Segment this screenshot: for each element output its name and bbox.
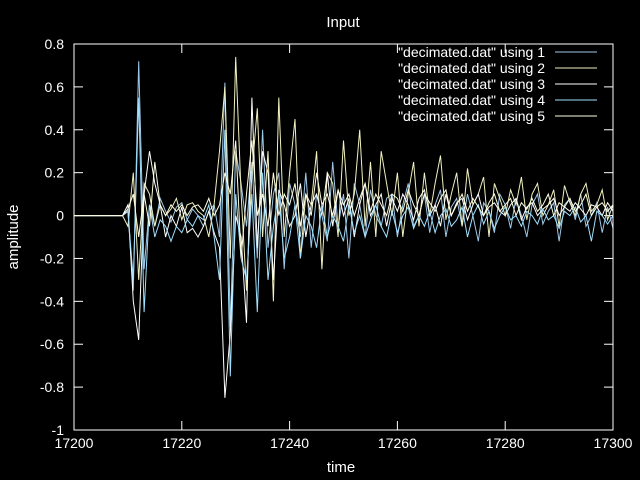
x-tick-label: 17260: [378, 435, 417, 451]
x-tick-label: 17200: [55, 435, 94, 451]
series-line-5: [74, 140, 614, 259]
legend-label-4: "decimated.dat" using 4: [398, 92, 545, 108]
y-tick-label: 0.4: [45, 122, 65, 138]
y-tick-label: 0.8: [45, 36, 65, 52]
x-tick-label: 17300: [594, 435, 633, 451]
chart-title: Input: [326, 14, 360, 31]
legend-label-3: "decimated.dat" using 3: [398, 76, 545, 92]
x-tick-label: 17240: [270, 435, 309, 451]
series-line-3: [74, 97, 614, 398]
y-tick-label: -0.2: [40, 250, 64, 266]
y-tick-label: -1: [52, 422, 65, 438]
legend-label-5: "decimated.dat" using 5: [398, 108, 545, 124]
y-axis-label: amplitude: [5, 204, 22, 269]
y-tick-label: 0.6: [45, 79, 65, 95]
y-tick-label: -0.4: [40, 293, 64, 309]
legend-label-2: "decimated.dat" using 2: [398, 60, 545, 76]
y-tick-label: 0: [56, 208, 64, 224]
plot-frame: [73, 43, 614, 431]
y-tick-label: 0.2: [45, 165, 65, 181]
x-tick-label: 17280: [486, 435, 525, 451]
ticks-layer: -1 -0.8 -0.6 -0.4 -0.2 0 0.2 0.4 0.6 0.8 17200 1722…: [40, 36, 633, 451]
legend-label-1: "decimated.dat" using 1: [398, 44, 545, 60]
series-line-4: [74, 97, 614, 377]
series-layer: [74, 56, 614, 398]
y-tick-label: -0.6: [40, 336, 64, 352]
y-tick-label: -0.8: [40, 379, 64, 395]
x-axis-label: time: [327, 459, 355, 476]
legend: "decimated.dat" using 1"decimated.dat" u…: [398, 44, 597, 124]
x-tick-label: 17220: [162, 435, 201, 451]
